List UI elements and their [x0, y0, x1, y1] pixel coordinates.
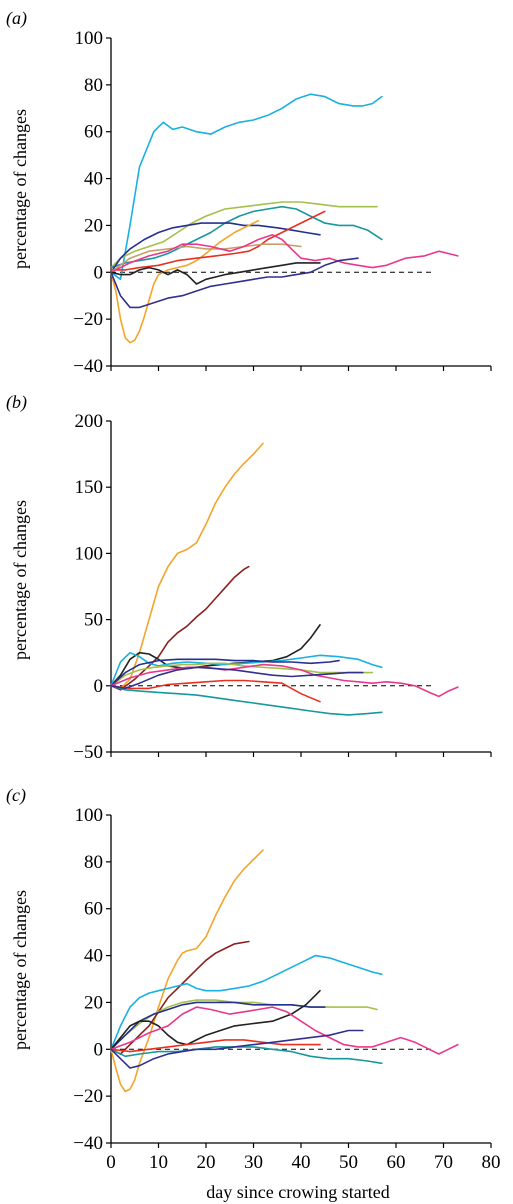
panel-b-y-tick-label: 0	[94, 676, 104, 697]
panel-c-y-tick-label: 0	[94, 1039, 104, 1060]
panel-c-x-tick-label: 0	[106, 1152, 116, 1173]
panel-c-x-tick-label: 20	[197, 1152, 216, 1173]
panel-a-series-line-1	[110, 93, 383, 281]
panel-c-series-line-7	[110, 1006, 459, 1055]
panel-a-y-tick-label: 20	[84, 215, 103, 236]
panel-a-series-line-9	[110, 262, 321, 285]
panel-a-series-line-4	[110, 222, 321, 274]
panel-b-y-tick-label: 200	[75, 411, 104, 432]
panel-a-y-tick-label: 0	[94, 262, 104, 283]
panel-b-series-line-8	[110, 679, 321, 703]
panel-c-y-tick-label: 60	[84, 899, 103, 920]
panel-a-y-tick-label: 100	[75, 28, 104, 49]
panel-b-y-tick-label: 150	[75, 477, 104, 498]
panel-c-x-tick-label: 80	[482, 1152, 501, 1173]
panel-c-x-axis-title: day since crowing started	[206, 1182, 389, 1202]
panel-b-y-axis-title: percentage of changes	[10, 500, 30, 660]
panel-c-series-line-1	[110, 849, 264, 1093]
panel-c-plot-area: −40 −20 0 20 40 60 80 100 0 10 20 30 40 50 60 70 80	[73, 805, 500, 1173]
panel-b-y-tick-label: 50	[84, 610, 103, 631]
panel-c-series-line-3	[110, 954, 383, 1051]
panel-a-series-line-7	[110, 243, 302, 274]
panel-c-label: (c)	[6, 785, 26, 806]
panel-a: (a) percentage of changes −40 −20 0 20 40 60 8…	[6, 8, 492, 377]
panel-c-y-tick-label: −40	[73, 1133, 103, 1154]
panel-a-y-tick-label: −20	[73, 309, 103, 330]
panel-b-series-line-7	[110, 685, 383, 716]
panel-c-series-line-9	[110, 1039, 321, 1053]
panel-c-x-tick-label: 40	[292, 1152, 311, 1173]
panel-c-series-line-2	[110, 940, 250, 1055]
panel-c-x-tick-label: 30	[244, 1152, 263, 1173]
panel-b-series-line-2	[110, 565, 250, 691]
panel-c-x-tick-label: 10	[149, 1152, 168, 1173]
panel-c-x-tick-label: 70	[434, 1152, 453, 1173]
panel-c: (c) percentage of changes −40 −20 0 20 40 60 8…	[6, 785, 501, 1202]
panel-b-series-line-6	[110, 658, 340, 687]
panel-c-series-line-8	[110, 1046, 383, 1065]
panel-a-series-line-6	[110, 210, 326, 271]
panel-b-label: (b)	[6, 392, 27, 413]
panel-c-y-axis-title: percentage of changes	[10, 890, 30, 1050]
panel-a-series-line-5	[110, 219, 260, 344]
panel-a-y-tick-label: 40	[84, 169, 103, 190]
panel-c-y-tick-label: 100	[75, 805, 104, 826]
panel-b-y-tick-label: −50	[73, 742, 103, 763]
panel-c-x-tick-label: 60	[387, 1152, 406, 1173]
panel-a-plot-area: −40 −20 0 20 40 60 80 100	[73, 28, 492, 377]
panel-c-x-tick-label: 50	[339, 1152, 358, 1173]
panel-c-y-tick-label: −20	[73, 1086, 103, 1107]
panel-b-series-line-5	[110, 662, 374, 687]
panel-c-series-line-10	[110, 1029, 364, 1069]
panel-b: (b) percentage of changes −50 0 50 100 150 20…	[6, 392, 492, 763]
panel-a-y-axis-title: percentage of changes	[10, 109, 30, 269]
panel-a-label: (a)	[6, 8, 27, 29]
panel-a-series-line-3	[110, 205, 383, 269]
panel-c-y-tick-label: 20	[84, 992, 103, 1013]
panel-a-y-tick-label: 80	[84, 75, 103, 96]
panel-b-series-line-1	[110, 442, 264, 690]
panel-a-series-line-8	[110, 234, 459, 274]
panel-b-series-line-4	[110, 651, 383, 687]
panel-c-y-tick-label: 40	[84, 946, 103, 967]
panel-c-y-tick-label: 80	[84, 852, 103, 873]
panel-a-y-tick-label: −40	[73, 356, 103, 377]
panel-b-y-tick-label: 100	[75, 543, 104, 564]
panel-a-series-line-2	[110, 201, 378, 269]
panel-c-series-line-5	[110, 1001, 326, 1051]
panel-b-series-line-10	[110, 666, 364, 690]
panel-a-y-tick-label: 60	[84, 122, 103, 143]
panel-a-series-line-10	[110, 257, 359, 309]
panel-b-plot-area: −50 0 50 100 150 200	[73, 411, 492, 763]
